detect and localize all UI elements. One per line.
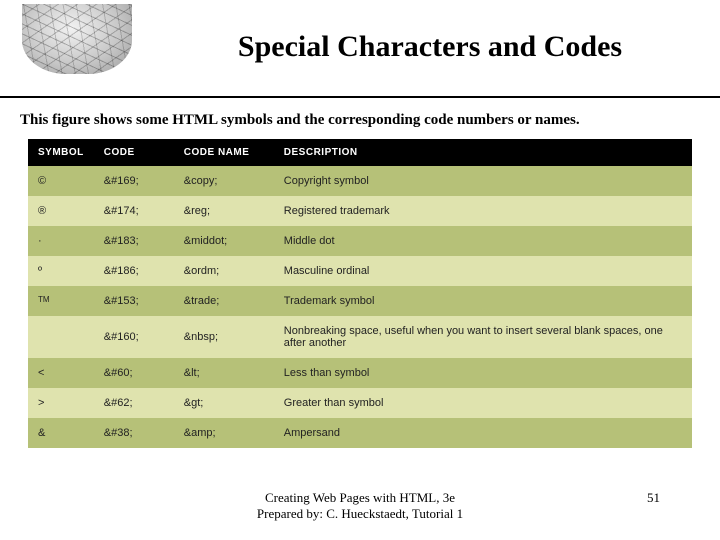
cell-description: Nonbreaking space, useful when you want … bbox=[274, 316, 692, 358]
col-header-description: DESCRIPTION bbox=[274, 139, 692, 166]
cell-description: Ampersand bbox=[274, 418, 692, 448]
cell-codename: &nbsp; bbox=[174, 316, 274, 358]
cell-description: Registered trademark bbox=[274, 196, 692, 226]
table-row: · &#183; &middot; Middle dot bbox=[28, 226, 692, 256]
cell-code: &#169; bbox=[94, 166, 174, 196]
cell-symbol bbox=[28, 316, 94, 358]
cell-codename: &gt; bbox=[174, 388, 274, 418]
cell-code: &#38; bbox=[94, 418, 174, 448]
decorative-texture-image bbox=[22, 4, 132, 74]
cell-code: &#60; bbox=[94, 358, 174, 388]
col-header-codename: CODE NAME bbox=[174, 139, 274, 166]
table-row: TM &#153; &trade; Trademark symbol bbox=[28, 286, 692, 316]
table-row: ® &#174; &reg; Registered trademark bbox=[28, 196, 692, 226]
figure-caption: This figure shows some HTML symbols and … bbox=[20, 112, 700, 129]
cell-symbol: TM bbox=[28, 286, 94, 316]
cell-codename: &middot; bbox=[174, 226, 274, 256]
cell-codename: &ordm; bbox=[174, 256, 274, 286]
cell-codename: &lt; bbox=[174, 358, 274, 388]
table-row: © &#169; &copy; Copyright symbol bbox=[28, 166, 692, 196]
footer-credit: Creating Web Pages with HTML, 3e Prepare… bbox=[0, 490, 720, 523]
cell-code: &#62; bbox=[94, 388, 174, 418]
cell-codename: &amp; bbox=[174, 418, 274, 448]
symbols-table: SYMBOL CODE CODE NAME DESCRIPTION © &#16… bbox=[28, 139, 692, 448]
cell-code: &#153; bbox=[94, 286, 174, 316]
tm-symbol: TM bbox=[38, 295, 50, 304]
cell-code: &#186; bbox=[94, 256, 174, 286]
slide-title: Special Characters and Codes bbox=[160, 30, 700, 64]
footer-line-2: Prepared by: C. Hueckstaedt, Tutorial 1 bbox=[0, 506, 720, 522]
cell-description: Greater than symbol bbox=[274, 388, 692, 418]
cell-codename: &copy; bbox=[174, 166, 274, 196]
cell-code: &#183; bbox=[94, 226, 174, 256]
cell-codename: &trade; bbox=[174, 286, 274, 316]
slide-footer: Creating Web Pages with HTML, 3e Prepare… bbox=[0, 490, 720, 530]
slide-header: Special Characters and Codes bbox=[0, 0, 720, 98]
table-body: © &#169; &copy; Copyright symbol ® &#174… bbox=[28, 166, 692, 448]
table-row: &#160; &nbsp; Nonbreaking space, useful … bbox=[28, 316, 692, 358]
table-header-row: SYMBOL CODE CODE NAME DESCRIPTION bbox=[28, 139, 692, 166]
cell-symbol: · bbox=[28, 226, 94, 256]
table-row: º &#186; &ordm; Masculine ordinal bbox=[28, 256, 692, 286]
cell-description: Middle dot bbox=[274, 226, 692, 256]
symbols-table-container: SYMBOL CODE CODE NAME DESCRIPTION © &#16… bbox=[28, 139, 692, 448]
table-row: & &#38; &amp; Ampersand bbox=[28, 418, 692, 448]
cell-symbol: º bbox=[28, 256, 94, 286]
cell-codename: &reg; bbox=[174, 196, 274, 226]
cell-description: Less than symbol bbox=[274, 358, 692, 388]
cell-description: Copyright symbol bbox=[274, 166, 692, 196]
cell-symbol: ® bbox=[28, 196, 94, 226]
col-header-code: CODE bbox=[94, 139, 174, 166]
table-row: < &#60; &lt; Less than symbol bbox=[28, 358, 692, 388]
page-number: 51 bbox=[647, 490, 660, 506]
cell-symbol: < bbox=[28, 358, 94, 388]
footer-line-1: Creating Web Pages with HTML, 3e bbox=[0, 490, 720, 506]
cell-code: &#174; bbox=[94, 196, 174, 226]
cell-symbol: & bbox=[28, 418, 94, 448]
cell-description: Trademark symbol bbox=[274, 286, 692, 316]
cell-code: &#160; bbox=[94, 316, 174, 358]
col-header-symbol: SYMBOL bbox=[28, 139, 94, 166]
cell-symbol: > bbox=[28, 388, 94, 418]
cell-symbol: © bbox=[28, 166, 94, 196]
table-row: > &#62; &gt; Greater than symbol bbox=[28, 388, 692, 418]
cell-description: Masculine ordinal bbox=[274, 256, 692, 286]
